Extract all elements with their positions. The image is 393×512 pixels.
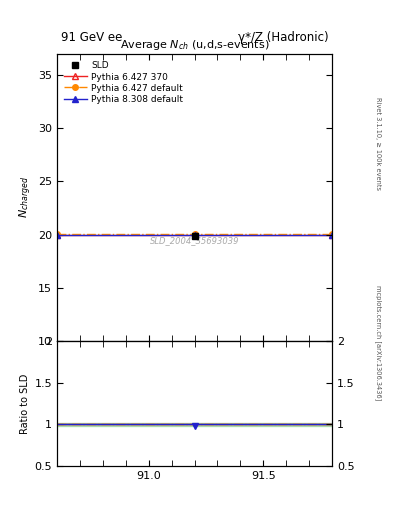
Y-axis label: Ratio to SLD: Ratio to SLD [20, 373, 30, 434]
Text: Rivet 3.1.10, ≥ 100k events: Rivet 3.1.10, ≥ 100k events [375, 97, 381, 190]
Title: Average $\mathit{N}_{ch}$ (u,d,s-events): Average $\mathit{N}_{ch}$ (u,d,s-events) [120, 38, 269, 52]
Text: SLD_2004_S5693039: SLD_2004_S5693039 [150, 236, 239, 245]
Bar [57, 422, 332, 426]
Text: γ*/Z (Hadronic): γ*/Z (Hadronic) [237, 31, 328, 44]
Text: 91 GeV ee: 91 GeV ee [61, 31, 122, 44]
Y-axis label: $\mathit{N}_{charged}$: $\mathit{N}_{charged}$ [17, 176, 34, 219]
Legend: SLD, Pythia 6.427 370, Pythia 6.427 default, Pythia 8.308 default: SLD, Pythia 6.427 370, Pythia 6.427 defa… [61, 58, 186, 107]
Text: mcplots.cern.ch [arXiv:1306.3436]: mcplots.cern.ch [arXiv:1306.3436] [375, 285, 382, 401]
